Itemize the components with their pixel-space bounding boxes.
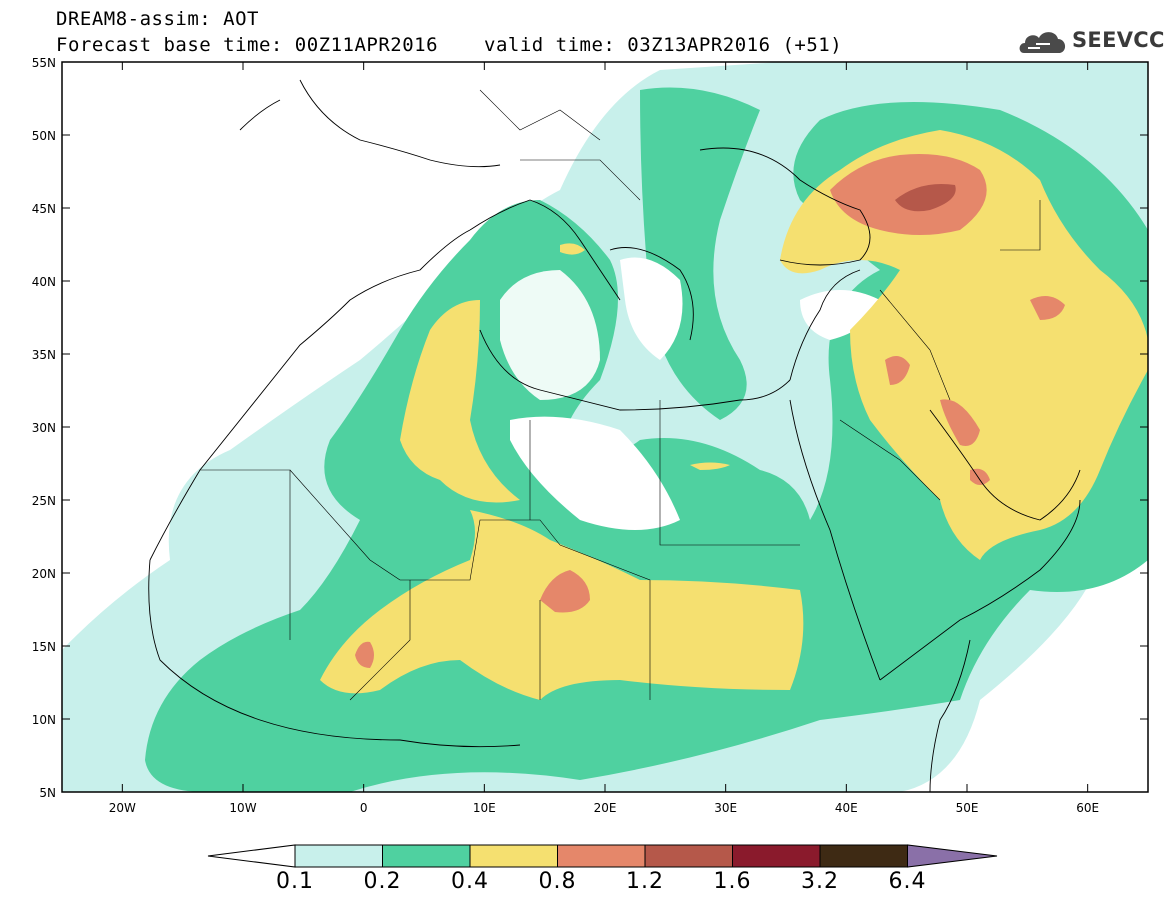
lat-tick-label: 45N	[32, 202, 56, 216]
aot-field	[62, 62, 1148, 792]
coastlines	[148, 79, 1081, 792]
colorbar-segment	[557, 844, 646, 868]
lon-tick-label: 50E	[956, 801, 979, 815]
longitude-axis: 20W 10W 0 10E 20E 30E 40E 50E 60E	[109, 62, 1099, 815]
lon-tick-label: 60E	[1076, 801, 1099, 815]
country-borders	[200, 89, 1041, 701]
lon-tick-label: 0	[360, 801, 368, 815]
lat-tick-label: 20N	[32, 567, 56, 581]
lat-tick-label: 15N	[32, 640, 56, 654]
lon-tick-label: 40E	[835, 801, 858, 815]
colorbar-low-arrow	[207, 844, 296, 868]
lon-tick-label: 30E	[714, 801, 737, 815]
lat-tick-label: 40N	[32, 275, 56, 289]
colorbar-segment	[469, 844, 558, 868]
logo-text: SEEVCCC	[1072, 28, 1165, 52]
lat-tick-label: 55N	[32, 56, 56, 70]
colorbar-segment	[644, 844, 733, 868]
lat-tick-label: 50N	[32, 129, 56, 143]
seevccc-logo: SEEVCCC	[1016, 25, 1165, 59]
map-title: DREAM8-assim: AOT	[56, 8, 259, 30]
colorbar-segment	[732, 844, 821, 868]
lon-tick-label: 20W	[109, 801, 136, 815]
colorbar-segment	[819, 844, 908, 868]
lat-tick-label: 30N	[32, 421, 56, 435]
lat-tick-label: 25N	[32, 494, 56, 508]
lat-tick-label: 35N	[32, 348, 56, 362]
lat-tick-label: 10N	[32, 713, 56, 727]
lon-tick-label: 20E	[594, 801, 617, 815]
lon-tick-label: 10W	[229, 801, 256, 815]
lat-tick-label: 5N	[39, 786, 56, 800]
colorbar-segment	[294, 844, 383, 868]
lon-tick-label: 10E	[473, 801, 496, 815]
valid-time: valid time: 03Z13APR2016 (+51)	[484, 34, 843, 56]
forecast-base-time: Forecast base time: 00Z11APR2016	[56, 34, 439, 56]
colorbar-segment	[382, 844, 471, 868]
latitude-axis: 5N 10N 15N 20N 25N 30N 35N 40N 45N 50N 55N	[32, 56, 1148, 800]
colorbar-high-arrow	[907, 844, 998, 868]
colorbar	[207, 844, 998, 868]
cloud-icon	[1019, 32, 1066, 53]
